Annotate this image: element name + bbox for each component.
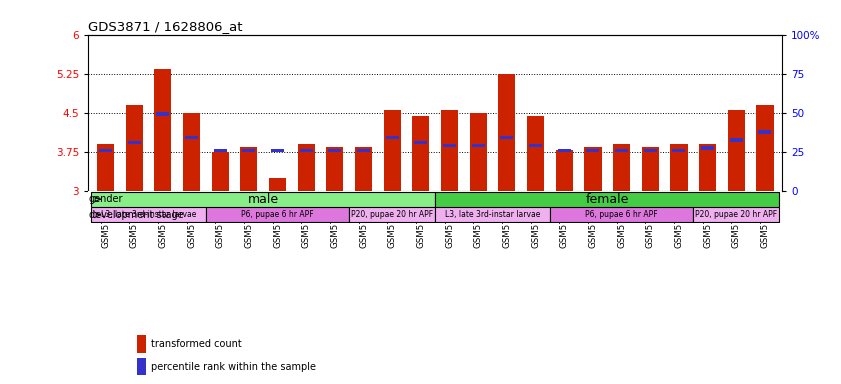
Bar [727, 110, 745, 191]
Bar [527, 116, 544, 191]
Bar [412, 116, 430, 191]
Text: GDS3871 / 1628806_at: GDS3871 / 1628806_at [88, 20, 243, 33]
Bar [128, 141, 140, 144]
Bar [436, 192, 780, 207]
Bar [693, 207, 780, 222]
Text: L3, late 3rd-instar larvae: L3, late 3rd-instar larvae [101, 210, 196, 219]
Text: transformed count: transformed count [151, 339, 242, 349]
Bar [91, 207, 206, 222]
Bar [298, 144, 315, 191]
Bar [469, 113, 487, 191]
Bar [269, 178, 286, 191]
Bar [699, 144, 717, 191]
Bar [613, 144, 630, 191]
Bar [441, 110, 458, 191]
Text: P20, pupae 20 hr APF: P20, pupae 20 hr APF [352, 210, 433, 219]
Bar [529, 144, 542, 147]
Bar [584, 147, 601, 191]
Bar [701, 146, 714, 149]
Text: development stage: development stage [89, 210, 183, 220]
Bar [212, 152, 229, 191]
Bar [550, 207, 693, 222]
Bar [91, 192, 436, 207]
Text: female: female [585, 193, 629, 206]
Bar [97, 144, 114, 191]
Bar [326, 147, 343, 191]
Bar [472, 144, 484, 147]
Text: P6, pupae 6 hr APF: P6, pupae 6 hr APF [585, 210, 658, 219]
Bar [615, 149, 628, 152]
Bar [730, 138, 743, 142]
Text: gender: gender [89, 194, 124, 204]
Bar [558, 149, 571, 152]
Text: P6, pupae 6 hr APF: P6, pupae 6 hr APF [241, 210, 314, 219]
Bar [436, 207, 550, 222]
Bar [415, 141, 427, 144]
Text: L3, late 3rd-instar larvae: L3, late 3rd-instar larvae [445, 210, 540, 219]
Text: P20, pupae 20 hr APF: P20, pupae 20 hr APF [696, 210, 777, 219]
Bar [556, 149, 573, 191]
Text: percentile rank within the sample: percentile rank within the sample [151, 362, 316, 372]
Text: male: male [247, 193, 278, 206]
Bar [137, 335, 145, 353]
Bar [349, 207, 436, 222]
Bar [357, 149, 370, 152]
Bar [383, 110, 401, 191]
Bar [271, 149, 284, 152]
Bar [137, 358, 145, 375]
Bar [759, 131, 771, 134]
Bar [586, 149, 600, 152]
Bar [642, 147, 659, 191]
Bar [498, 74, 516, 191]
Bar [673, 149, 685, 152]
Bar [329, 149, 341, 152]
Bar [299, 149, 313, 152]
Bar [125, 105, 143, 191]
Bar [99, 149, 112, 152]
Bar [154, 68, 172, 191]
Bar [644, 149, 657, 152]
Bar [185, 136, 198, 139]
Bar [670, 144, 687, 191]
Bar [156, 112, 169, 116]
Bar [241, 147, 257, 191]
Bar [242, 149, 256, 152]
Bar [756, 105, 774, 191]
Bar [386, 136, 399, 139]
Bar [182, 113, 200, 191]
Bar [214, 149, 226, 152]
Bar [500, 136, 513, 139]
Bar [355, 147, 372, 191]
Bar [443, 144, 456, 147]
Bar [206, 207, 349, 222]
